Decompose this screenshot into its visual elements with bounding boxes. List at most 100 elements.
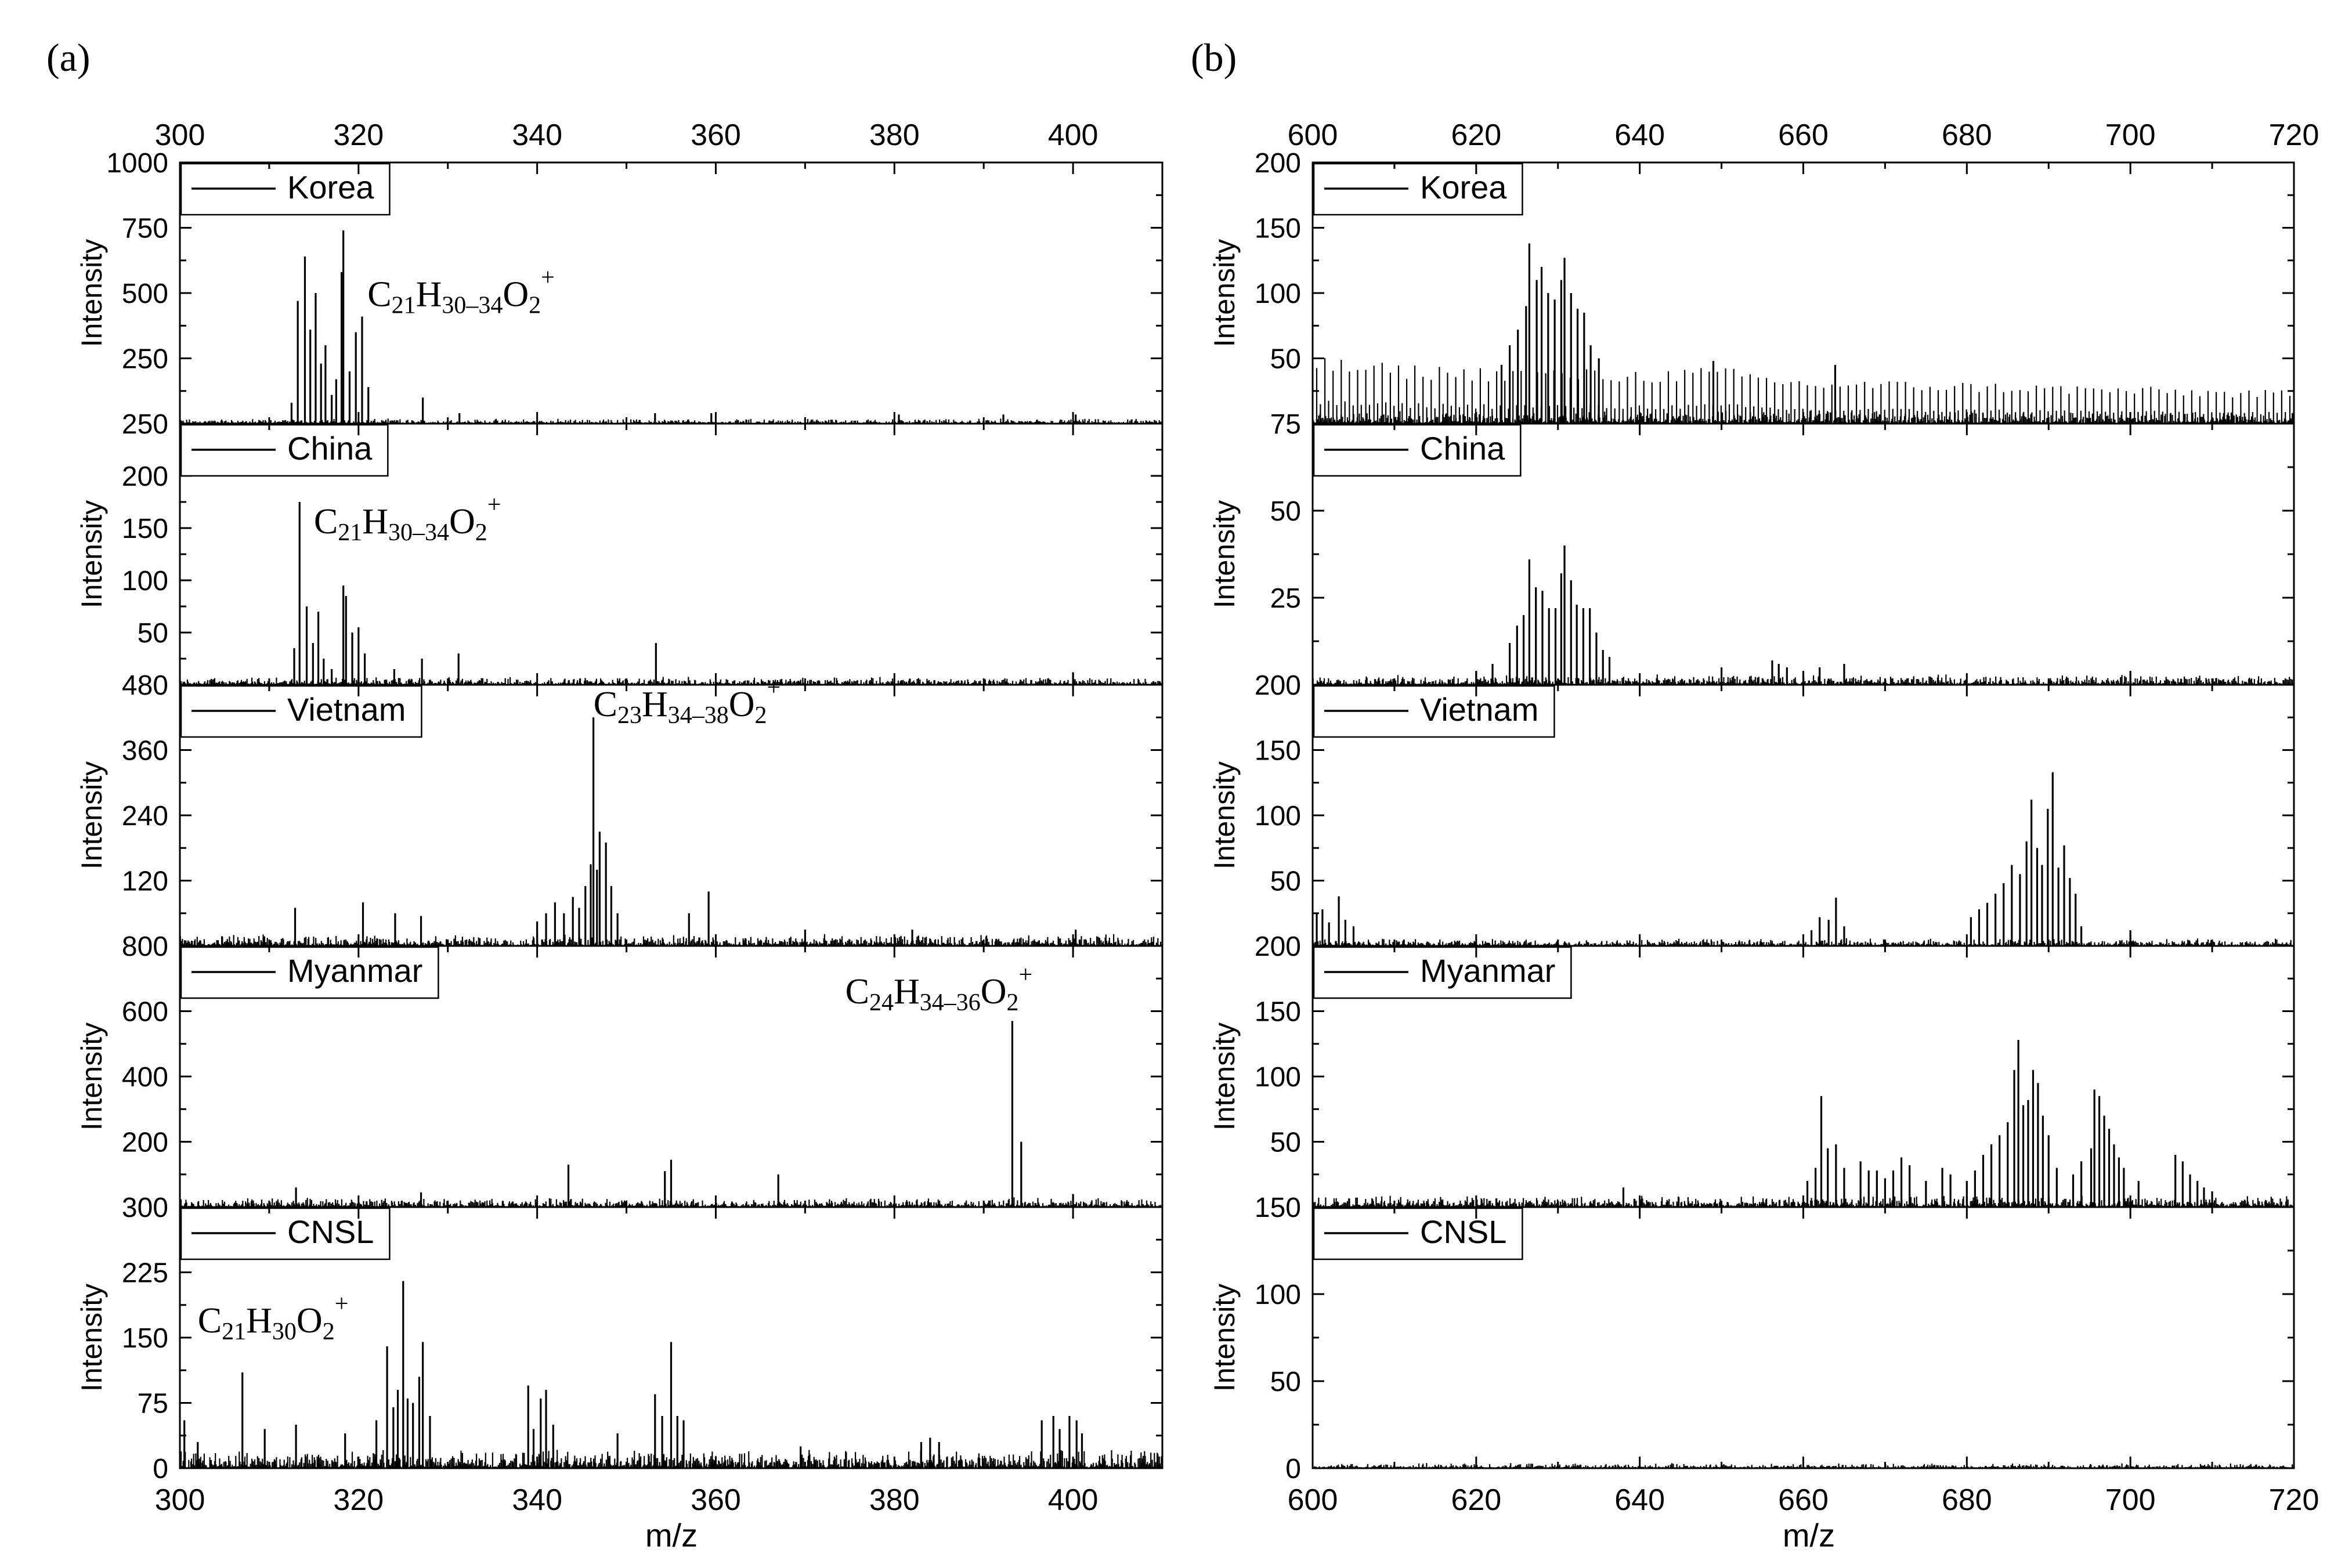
legend-korea: Korea: [1313, 162, 1523, 216]
y-axis-label: Intensity: [1208, 239, 1241, 347]
formula-annotation: C23H34–38O2+: [594, 674, 781, 729]
x-axis-label-b: m/z: [1783, 1517, 1835, 1553]
legend-china: China: [1313, 424, 1522, 477]
x-tick-label-top: 640: [1614, 118, 1665, 152]
y-tick-label: 150: [1255, 736, 1301, 767]
subplot-b-myanmar: 50 100 150 200 Intensity Myanmar: [1208, 931, 2295, 1208]
y-tick-label: 500: [122, 279, 168, 309]
legend-vietnam: Vietnam: [180, 685, 422, 738]
x-tick-label-top: 620: [1451, 118, 1501, 152]
y-tick-label: 50: [1270, 1128, 1301, 1158]
legend-label: Korea: [287, 169, 374, 205]
x-tick-label-bottom: 600: [1288, 1483, 1338, 1517]
y-tick-label: 300: [122, 1193, 168, 1223]
x-tick-label-bottom: 300: [155, 1483, 205, 1517]
subplot-a-vietnam: 120 240 360 480 Intensity Vietnam C23H34–38O2+: [75, 670, 1164, 947]
legend-myanmar: Myanmar: [180, 946, 439, 999]
y-tick-label: 25: [1270, 583, 1301, 614]
y-axis-label: Intensity: [1208, 500, 1241, 608]
legend-korea: Korea: [180, 162, 391, 216]
x-tick-label-bottom: 320: [333, 1483, 384, 1517]
y-tick-label: 200: [1255, 148, 1301, 179]
y-tick-label: 100: [122, 566, 168, 597]
y-axis-label: Intensity: [1208, 761, 1241, 869]
y-tick-label: 120: [122, 866, 168, 897]
panel-label-a: (a): [46, 35, 90, 80]
subplot-a-cnsl: 0 75 150 225 300 Intensity CNSL C21H30O2+: [75, 1193, 1164, 1484]
x-tick-label-bottom: 680: [1942, 1483, 1992, 1517]
formula-annotation: C21H30O2+: [198, 1291, 349, 1345]
x-tick-label-top: 660: [1778, 118, 1829, 152]
x-tick-label-top: 300: [155, 118, 205, 152]
y-tick-label: 1000: [106, 148, 168, 179]
legend-cnsl: CNSL: [180, 1207, 391, 1260]
subplot-b-vietnam: 50 100 150 200 Intensity Vietnam: [1208, 670, 2295, 947]
y-tick-label: 240: [122, 801, 168, 832]
x-tick-label-bottom: 660: [1778, 1483, 1829, 1517]
x-tick-label-bottom: 380: [869, 1483, 920, 1517]
panel-label-b: (b): [1191, 35, 1237, 80]
y-tick-label: 100: [1255, 1280, 1301, 1310]
x-tick-label-top: 680: [1942, 118, 1992, 152]
y-tick-label: 75: [138, 1389, 168, 1419]
x-tick-label-top: 600: [1288, 118, 1338, 152]
y-tick-label: 200: [1255, 931, 1301, 962]
legend-label: Vietnam: [1420, 691, 1538, 728]
y-tick-label: 100: [1255, 801, 1301, 832]
legend-label: Vietnam: [287, 691, 406, 728]
y-tick-label: 480: [122, 670, 168, 701]
x-tick-label-top: 340: [512, 118, 562, 152]
spectrum-baseline: [179, 677, 1163, 685]
y-tick-label: 50: [1270, 496, 1301, 527]
x-tick-label-top: 360: [691, 118, 741, 152]
y-tick-label: 750: [122, 214, 168, 244]
y-tick-label: 200: [1255, 670, 1301, 701]
y-axis-label: Intensity: [75, 1023, 108, 1130]
y-tick-label: 50: [1270, 1367, 1301, 1397]
legend-label: Myanmar: [287, 952, 422, 989]
x-tick-label-top: 380: [869, 118, 920, 152]
subplot-b-china: 25 50 75 Intensity China: [1208, 409, 2295, 686]
legend-vietnam: Vietnam: [1313, 685, 1555, 738]
x-tick-label-bottom: 720: [2269, 1483, 2319, 1517]
panel-a-spectra: 2505007501000IntensityKoreaC21H30–34O2+5…: [75, 118, 1164, 1517]
y-tick-label: 600: [122, 997, 168, 1028]
y-tick-label: 360: [122, 736, 168, 767]
y-tick-label: 75: [1270, 409, 1301, 440]
subplot-b-korea: 50 100 150 200 Intensity Korea: [1208, 148, 2295, 425]
x-tick-label-bottom: 400: [1048, 1483, 1099, 1517]
subplot-b-cnsl: 0 50 100 150 Intensity CNSL: [1208, 1193, 2295, 1484]
y-tick-label: 150: [122, 514, 168, 544]
y-axis-label: Intensity: [75, 761, 108, 869]
x-tick-label-bottom: 640: [1614, 1483, 1665, 1517]
subplot-a-myanmar: 200 400 600 800 Intensity Myanmar C24H34–36O2+: [75, 931, 1164, 1208]
formula-annotation: C21H30–34O2+: [367, 265, 555, 319]
spectrum-baseline: [179, 934, 1163, 946]
legend-label: China: [287, 430, 373, 467]
x-tick-label-top: 700: [2105, 118, 2156, 152]
legend-label: Myanmar: [1420, 952, 1555, 989]
y-tick-label: 150: [1255, 997, 1301, 1028]
subplot-a-china: 50 100 150 200 250 Intensity China C21H30–34O2+: [75, 409, 1164, 686]
y-tick-label: 200: [122, 1128, 168, 1158]
x-tick-label-bottom: 700: [2105, 1483, 2156, 1517]
legend-cnsl: CNSL: [1313, 1207, 1523, 1260]
y-tick-label: 150: [1255, 1193, 1301, 1223]
x-tick-label-bottom: 340: [512, 1483, 562, 1517]
y-tick-label: 50: [1270, 866, 1301, 897]
y-tick-label: 150: [122, 1323, 168, 1354]
legend-china: China: [180, 424, 389, 477]
legend-label: CNSL: [1420, 1213, 1506, 1250]
y-tick-label: 100: [1255, 1062, 1301, 1093]
y-tick-label: 800: [122, 931, 168, 962]
y-axis-label: Intensity: [1208, 1023, 1241, 1130]
legend-label: CNSL: [287, 1213, 374, 1250]
x-tick-label-bottom: 620: [1451, 1483, 1501, 1517]
y-tick-label: 150: [1255, 214, 1301, 244]
y-tick-label: 250: [122, 344, 168, 375]
y-tick-label: 225: [122, 1258, 168, 1289]
y-tick-label: 400: [122, 1062, 168, 1093]
x-tick-label-bottom: 360: [691, 1483, 741, 1517]
x-axis-label-a: m/z: [645, 1517, 698, 1553]
y-tick-label: 200: [122, 461, 168, 492]
